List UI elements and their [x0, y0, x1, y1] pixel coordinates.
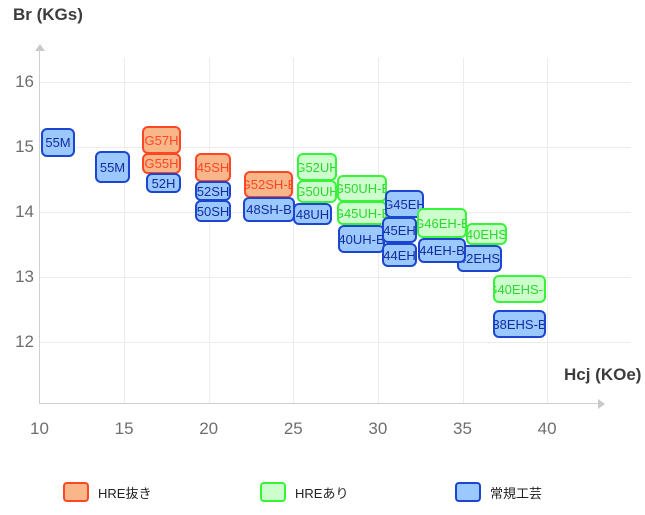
gridline-x-25 — [293, 58, 294, 403]
grade-box-G52SH-B[interactable]: G52SH-B — [244, 171, 293, 198]
grade-box-G52UH[interactable]: G52UH — [297, 153, 337, 181]
x-axis-line — [39, 403, 599, 404]
y-tick-label: 12 — [15, 332, 34, 351]
x-tick-label: 10 — [30, 419, 49, 438]
grade-box-G46EH-B[interactable]: G46EH-B — [417, 208, 467, 238]
legend: HRE抜き HREあり 常規工芸 — [0, 478, 645, 508]
gridline-x-15 — [124, 58, 125, 403]
gridline-y-15 — [40, 147, 631, 148]
y-axis-line — [39, 50, 40, 403]
grade-box-44EH-B[interactable]: 44EH-B — [418, 238, 466, 263]
legend-swatch-hre-added — [260, 482, 286, 502]
grade-box-G55H[interactable]: G55H — [142, 153, 181, 174]
gridline-y-13 — [40, 277, 631, 278]
y-axis-arrow-icon — [35, 44, 45, 51]
x-tick-label: 25 — [283, 419, 303, 438]
y-axis-title: Br (KGs) — [13, 5, 83, 24]
grade-box-48UH[interactable]: 48UH — [293, 203, 332, 225]
grade-box-G57H[interactable]: G57H — [142, 126, 181, 154]
x-axis-arrow-icon — [598, 399, 605, 409]
legend-label: 常規工芸 — [490, 485, 543, 501]
gridline-y-16 — [40, 82, 631, 83]
x-tick-label: 40 — [537, 419, 557, 438]
legend-label: HRE抜き — [98, 485, 152, 501]
grade-box-38EHS-B[interactable]: 38EHS-B — [493, 310, 546, 338]
legend-swatch-hre-removed — [63, 482, 89, 502]
x-axis-title: Hcj (KOe) — [564, 365, 642, 384]
grade-box-48SH-B[interactable]: 48SH-B — [243, 197, 295, 222]
y-tick-label: 14 — [15, 202, 34, 221]
grade-box-44EH[interactable]: 44EH — [382, 243, 417, 267]
grade-box-52H[interactable]: 52H — [146, 173, 181, 193]
x-tick-label: 30 — [368, 419, 388, 438]
grade-box-G50UH-B[interactable]: G50UH-B — [337, 175, 387, 202]
gridline-x-40 — [547, 58, 548, 403]
legend-label: HREあり — [295, 485, 349, 501]
grade-box-50SH[interactable]: 50SH — [195, 200, 231, 222]
grade-box-G50UH[interactable]: G50UH — [297, 180, 337, 203]
y-tick-label: 16 — [15, 72, 34, 91]
legend-item-hre-added[interactable]: HREあり — [260, 478, 348, 506]
grade-box-55M[interactable]: 55M — [41, 128, 75, 157]
gridline-y-14 — [40, 212, 631, 213]
x-tick-label: 20 — [199, 419, 219, 438]
grade-box-G40EHS-B[interactable]: G40EHS-B — [493, 275, 546, 303]
legend-swatch-standard — [455, 482, 481, 502]
grade-box-45SH[interactable]: 45SH — [195, 153, 231, 182]
grade-box-G45UH-B[interactable]: G45UH-B — [337, 201, 387, 225]
x-tick-label: 15 — [114, 419, 134, 438]
y-tick-label: 15 — [15, 137, 34, 156]
grade-box-52SH[interactable]: 52SH — [195, 181, 231, 201]
legend-item-standard[interactable]: 常規工芸 — [455, 478, 542, 506]
grade-box-40UH-B[interactable]: 40UH-B — [338, 225, 385, 253]
gridline-y-12 — [40, 342, 631, 343]
x-tick-label: 35 — [453, 419, 472, 438]
gridline-x-20 — [209, 58, 210, 403]
grade-box-45EH[interactable]: 45EH — [382, 217, 417, 243]
grade-box-40EHS[interactable]: 40EHS — [466, 223, 507, 245]
grade-box-55M[interactable]: 55M — [95, 151, 130, 183]
y-tick-label: 13 — [15, 267, 34, 286]
legend-item-hre-removed[interactable]: HRE抜き — [63, 478, 151, 506]
